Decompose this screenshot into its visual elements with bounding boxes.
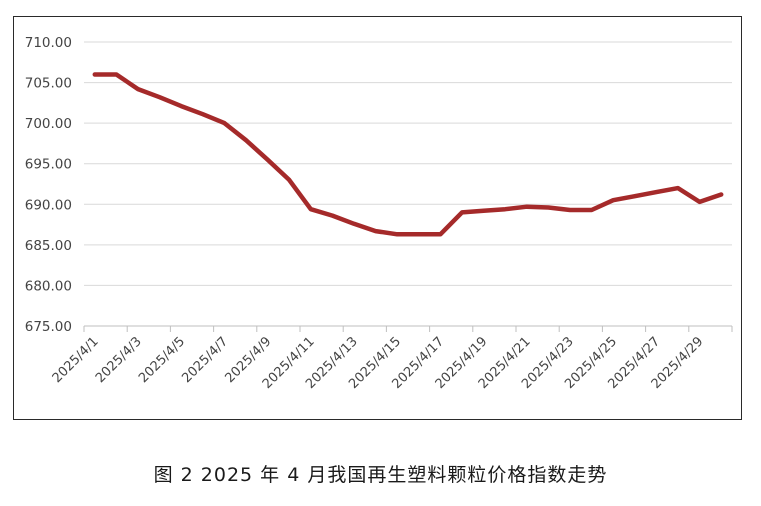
- x-axis-tick-labels: 2025/4/12025/4/32025/4/52025/4/72025/4/9…: [50, 334, 707, 392]
- figure-caption: 图 2 2025 年 4 月我国再生塑料颗粒价格指数走势: [153, 464, 608, 486]
- price-index-line-chart: 675.00 680.00 685.00 690.00 695.00 700.00 705.…: [25, 35, 733, 392]
- x-axis: [83, 325, 733, 332]
- series-layer: [92, 72, 724, 237]
- y-tick-label: 685.00: [25, 238, 72, 254]
- x-tick-label: 2025/4/3: [93, 334, 145, 386]
- gridlines: [84, 41, 732, 286]
- x-tick-label: 2025/4/5: [136, 334, 188, 386]
- y-tick-label: 710.00: [25, 35, 72, 51]
- y-tick-label: 700.00: [25, 116, 72, 132]
- y-tick-label: 690.00: [25, 197, 72, 213]
- chart-frame: 675.00 680.00 685.00 690.00 695.00 700.00 705.…: [13, 16, 742, 420]
- y-tick-label: 695.00: [25, 157, 72, 173]
- y-tick-label: 675.00: [25, 319, 72, 335]
- series-line: [92, 72, 724, 237]
- x-tick-label: 2025/4/7: [179, 334, 231, 386]
- y-axis-tick-labels: 675.00 680.00 685.00 690.00 695.00 700.00 705.…: [25, 35, 72, 335]
- y-tick-label: 705.00: [25, 76, 72, 92]
- x-tick-label: 2025/4/1: [50, 334, 102, 386]
- y-tick-label: 680.00: [25, 278, 72, 294]
